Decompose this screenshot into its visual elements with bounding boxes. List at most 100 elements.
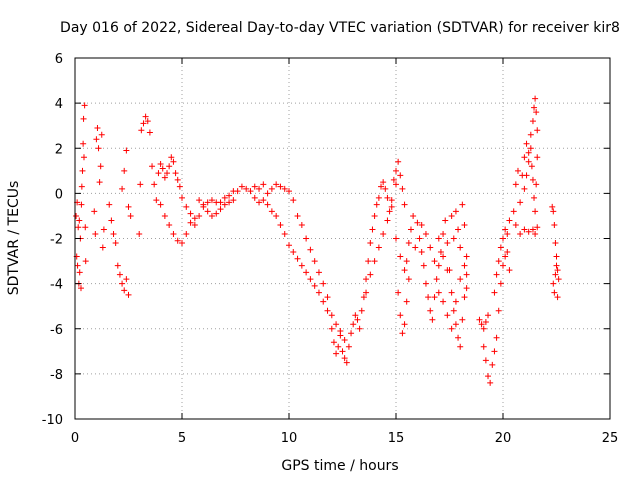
- data-point: [525, 158, 532, 165]
- data-point: [437, 249, 444, 256]
- data-point: [527, 145, 534, 152]
- data-point: [290, 249, 297, 256]
- data-point: [95, 145, 102, 152]
- data-point: [161, 212, 168, 219]
- data-point: [529, 226, 536, 233]
- data-point: [440, 230, 447, 237]
- data-point: [444, 312, 451, 319]
- data-point: [294, 212, 301, 219]
- data-point: [514, 167, 521, 174]
- data-point: [142, 113, 149, 120]
- y-tick-label: 4: [55, 97, 63, 112]
- data-point: [461, 221, 468, 228]
- data-point: [367, 271, 374, 278]
- data-point: [502, 253, 509, 260]
- data-point: [166, 163, 173, 170]
- data-point: [268, 208, 275, 215]
- data-point: [144, 118, 151, 125]
- data-point: [187, 219, 194, 226]
- data-point: [187, 210, 194, 217]
- data-point: [221, 194, 228, 201]
- data-point: [403, 298, 410, 305]
- data-point: [125, 203, 132, 210]
- x-tick-label: 20: [495, 431, 512, 446]
- data-point: [315, 289, 322, 296]
- data-point: [208, 197, 215, 204]
- data-point: [463, 253, 470, 260]
- data-point: [455, 334, 462, 341]
- data-point: [204, 208, 211, 215]
- data-point: [459, 201, 466, 208]
- data-point: [371, 258, 378, 265]
- data-point: [457, 244, 464, 251]
- data-point: [386, 208, 393, 215]
- data-point: [251, 194, 258, 201]
- data-point: [532, 95, 539, 102]
- data-point: [393, 167, 399, 174]
- data-point: [324, 294, 331, 301]
- data-point: [510, 208, 517, 215]
- data-point: [123, 276, 130, 283]
- data-point: [286, 188, 292, 195]
- data-point: [493, 271, 500, 278]
- data-point: [493, 334, 500, 341]
- data-point: [378, 183, 385, 190]
- data-point: [485, 373, 492, 380]
- data-point: [401, 267, 408, 274]
- data-point: [230, 197, 237, 204]
- data-point: [502, 226, 509, 233]
- data-point: [554, 294, 561, 301]
- data-point: [217, 206, 224, 213]
- data-point: [397, 253, 404, 260]
- data-point: [172, 170, 179, 177]
- data-point: [452, 321, 459, 328]
- y-tick-label: -10: [42, 413, 63, 428]
- data-point: [114, 262, 121, 269]
- data-point: [303, 269, 310, 276]
- data-point: [110, 230, 117, 237]
- data-point: [74, 262, 81, 269]
- y-tick-label: 6: [55, 52, 63, 67]
- data-point: [463, 285, 470, 292]
- data-point: [164, 170, 171, 177]
- data-point: [495, 307, 502, 314]
- data-point: [491, 289, 498, 296]
- data-point: [307, 276, 314, 283]
- data-point: [330, 339, 337, 346]
- data-point: [500, 262, 506, 269]
- data-point: [422, 230, 429, 237]
- data-point: [532, 230, 539, 237]
- data-point: [238, 183, 245, 190]
- data-point: [208, 212, 215, 219]
- data-point: [286, 242, 292, 249]
- data-point: [367, 240, 374, 247]
- x-axis-label: GPS time / hours: [281, 458, 398, 474]
- chart-title: Day 016 of 2022, Sidereal Day-to-day VTE…: [60, 20, 620, 36]
- data-point: [422, 280, 429, 287]
- data-point: [397, 312, 404, 319]
- data-point: [397, 172, 404, 179]
- data-point: [457, 343, 464, 350]
- data-point: [92, 230, 99, 237]
- y-axis-label: SDTVAR / TECUs: [6, 181, 22, 296]
- data-point: [348, 330, 355, 337]
- data-point: [529, 118, 536, 125]
- data-point: [414, 219, 421, 226]
- data-point: [146, 129, 153, 136]
- data-point: [448, 325, 455, 332]
- data-point: [328, 325, 335, 332]
- data-point: [525, 149, 532, 156]
- data-point: [155, 170, 162, 177]
- data-point: [487, 379, 494, 386]
- data-point: [341, 355, 348, 362]
- data-point: [549, 203, 556, 210]
- data-point: [354, 316, 361, 323]
- data-point: [335, 343, 342, 350]
- data-point: [416, 235, 423, 242]
- data-point: [137, 181, 144, 188]
- data-point: [333, 321, 340, 328]
- data-point: [380, 179, 387, 186]
- data-point: [427, 244, 434, 251]
